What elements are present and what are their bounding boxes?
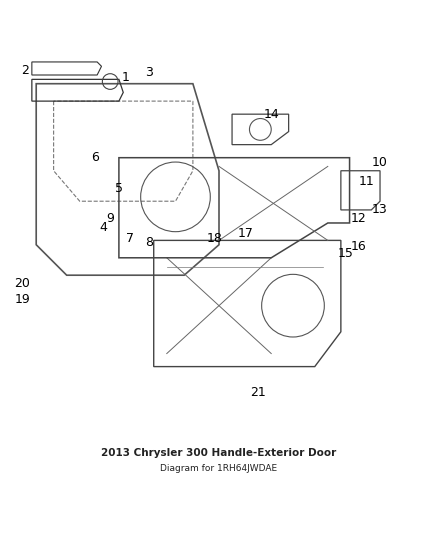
Text: 19: 19 — [14, 293, 30, 305]
Text: 20: 20 — [14, 277, 30, 289]
Text: 8: 8 — [145, 236, 153, 249]
Text: 9: 9 — [106, 212, 114, 225]
Text: 18: 18 — [207, 232, 223, 245]
Text: 11: 11 — [359, 175, 375, 188]
Text: 17: 17 — [237, 228, 253, 240]
Text: 10: 10 — [372, 156, 388, 168]
Text: 16: 16 — [350, 240, 366, 253]
Text: 14: 14 — [263, 108, 279, 120]
Text: 21: 21 — [250, 386, 266, 399]
Text: 13: 13 — [372, 204, 388, 216]
Text: 6: 6 — [91, 151, 99, 164]
Text: 4: 4 — [100, 221, 108, 234]
Text: 12: 12 — [350, 212, 366, 225]
Text: 1: 1 — [121, 71, 129, 84]
Text: 3: 3 — [145, 66, 153, 79]
Text: Diagram for 1RH64JWDAE: Diagram for 1RH64JWDAE — [160, 464, 278, 473]
Text: 15: 15 — [337, 247, 353, 260]
Text: 2013 Chrysler 300 Handle-Exterior Door: 2013 Chrysler 300 Handle-Exterior Door — [101, 448, 337, 458]
Text: 2: 2 — [21, 64, 29, 77]
Text: 7: 7 — [126, 232, 134, 245]
Text: 5: 5 — [115, 182, 123, 195]
